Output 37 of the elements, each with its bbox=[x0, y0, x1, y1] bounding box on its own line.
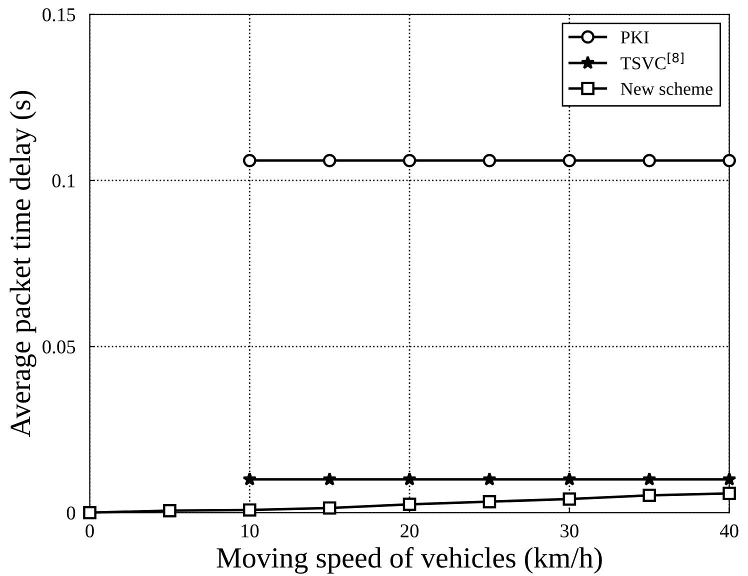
point bbox=[322, 501, 336, 515]
y-tick-label: 0.15 bbox=[42, 8, 76, 22]
x-tick-label: 30 bbox=[560, 524, 578, 538]
legend-label: New scheme bbox=[620, 82, 712, 95]
y-tick-label: 0.1 bbox=[52, 174, 75, 188]
x-tick-label: 0 bbox=[86, 524, 94, 538]
point bbox=[562, 472, 576, 486]
point bbox=[322, 154, 336, 168]
point bbox=[242, 472, 257, 486]
point bbox=[722, 486, 736, 500]
y-tick-label: 0.05 bbox=[42, 340, 76, 354]
point bbox=[482, 154, 496, 168]
x-tick-label: 20 bbox=[400, 524, 419, 538]
x-tick-label: 40 bbox=[720, 524, 738, 538]
point bbox=[642, 154, 656, 168]
x-tick-label: 10 bbox=[242, 524, 259, 538]
point bbox=[562, 492, 576, 506]
point bbox=[242, 503, 256, 517]
point bbox=[163, 504, 176, 518]
y-axis-title: Average packet time delay (s) bbox=[10, 90, 36, 438]
point bbox=[722, 472, 736, 486]
point bbox=[242, 154, 256, 168]
point bbox=[322, 472, 337, 486]
x-axis-title: Moving speed of vehicles (km/h) bbox=[216, 546, 602, 574]
point bbox=[482, 495, 496, 508]
point bbox=[402, 498, 416, 511]
legend-label: PKI bbox=[620, 31, 649, 44]
point bbox=[402, 154, 416, 168]
point bbox=[642, 472, 656, 486]
legend-label: TSVC$^{[8]}$ bbox=[620, 52, 684, 70]
point bbox=[562, 154, 576, 168]
point bbox=[402, 472, 417, 486]
y-tick-label: 0 bbox=[66, 506, 76, 520]
point bbox=[482, 472, 497, 486]
point bbox=[83, 506, 96, 520]
point bbox=[722, 154, 736, 168]
point bbox=[642, 488, 656, 502]
